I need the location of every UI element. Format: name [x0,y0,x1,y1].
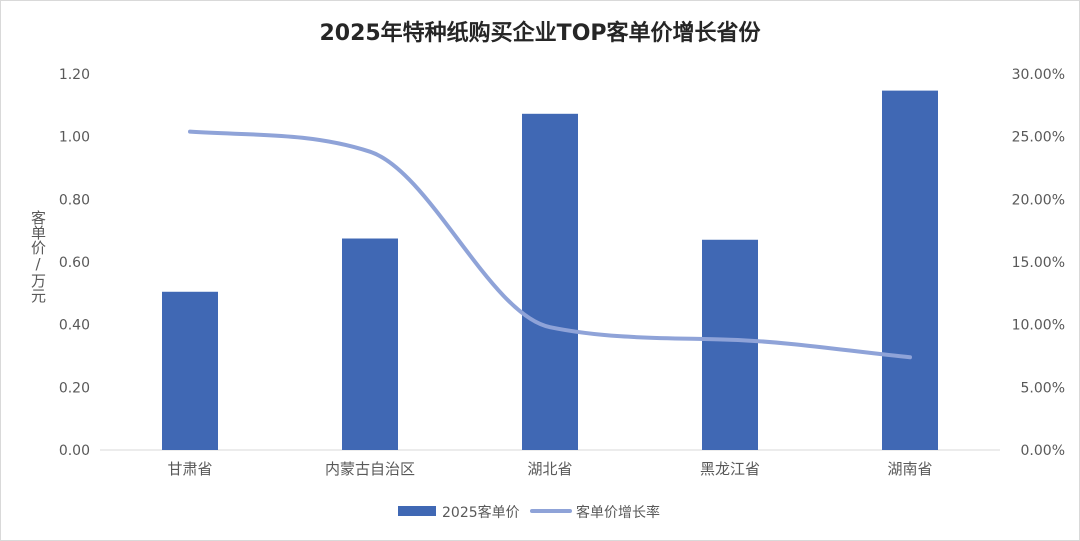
category-label: 湖北省 [527,460,572,478]
right-axis-tick-label: 20.00% [1012,192,1065,208]
legend: 2025客单价 客单价增长率 [398,504,660,521]
legend-line-label: 客单价增长率 [576,504,660,521]
category-label: 内蒙古自治区 [325,460,415,478]
bar [702,239,758,450]
category-label: 甘肃省 [167,460,212,478]
left-axis-tick-label: 0.80 [59,192,90,208]
right-axis-tick-label: 15.00% [1012,255,1065,271]
legend-bar-swatch [398,506,436,516]
category-label: 黑龙江省 [700,460,760,478]
right-axis-tick-label: 5.00% [1021,380,1065,396]
left-axis-tick-label: 0.40 [59,318,90,334]
left-axis-tick-label: 1.20 [59,67,90,83]
left-axis: 0.00 0.20 0.40 0.60 0.80 1.00 1.20 [59,67,90,459]
legend-bar-label: 2025客单价 [442,504,520,521]
right-axis-tick-label: 10.00% [1012,318,1065,334]
left-axis-tick-label: 0.60 [59,255,90,271]
bar [342,238,398,450]
category-label: 湖南省 [887,460,932,478]
right-axis-tick-label: 0.00% [1021,443,1065,459]
right-axis-tick-label: 25.00% [1012,130,1065,146]
right-axis-tick-label: 30.00% [1012,67,1065,83]
left-axis-tick-label: 0.00 [59,443,90,459]
chart-title: 2025年特种纸购买企业TOP客单价增长省份 [319,20,761,46]
right-axis: 0.00% 5.00% 10.00% 15.00% 20.00% 25.00% 30.00% [1012,67,1065,459]
bar [882,90,938,451]
bar [522,113,578,450]
category-labels: 甘肃省 内蒙古自治区 湖北省 黑龙江省 湖南省 [167,460,932,478]
left-axis-tick-label: 0.20 [59,380,90,396]
growth-rate-line [188,129,912,360]
y-axis-label: 客单价/万元 [29,210,47,304]
bar-series [162,90,938,451]
bar [162,291,218,450]
left-axis-tick-label: 1.00 [59,130,90,146]
